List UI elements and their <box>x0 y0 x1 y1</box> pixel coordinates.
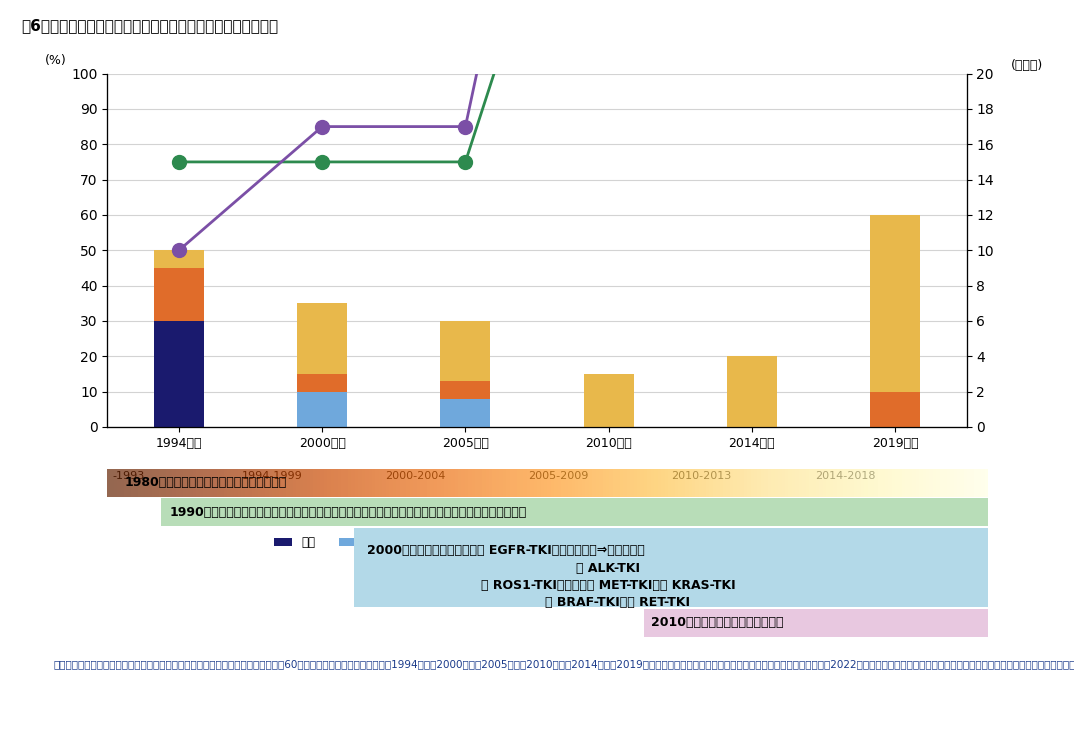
Text: 2000-2004: 2000-2004 <box>386 471 446 481</box>
Bar <box>870 392 920 427</box>
Text: 2010年代半ば～　免疫ｃＰ阔害薬: 2010年代半ば～ 免疫ｃＰ阔害薬 <box>651 616 784 629</box>
Text: ＊ ROS1-TKI　　　　＊ MET-TKI　＊ KRAS-TKI: ＊ ROS1-TKI ＊ MET-TKI ＊ KRAS-TKI <box>481 578 736 592</box>
Y-axis label: (品目数): (品目数) <box>1011 60 1043 72</box>
Text: -1993: -1993 <box>113 471 145 481</box>
Bar <box>583 374 634 427</box>
Text: 1980年代～　白金製剤（シスプラチン等）: 1980年代～ 白金製剤（シスプラチン等） <box>125 476 287 489</box>
Bar <box>154 321 204 427</box>
Bar <box>440 381 491 399</box>
Bar <box>297 374 347 392</box>
Text: 2010-2013: 2010-2013 <box>671 471 731 481</box>
Text: 1990年代～　植物由来化学療法薬（イリノテカン、ビノレルビン、タキサン誘導体）、ゲムシタビン: 1990年代～ 植物由来化学療法薬（イリノテカン、ビノレルビン、タキサン誘導体）… <box>170 506 526 519</box>
Bar <box>297 303 347 374</box>
Legend: 胺癌, 小細胞胺癌＋非小細胞胺癌, 小細胞胺癌, 非小細胞胺癌, 治療満足度, 薬剤貢献度: 胺癌, 小細胞胺癌＋非小細胞胺癌, 小細胞胺癌, 非小細胞胺癌, 治療満足度, … <box>270 531 804 554</box>
Text: 1994-1999: 1994-1999 <box>242 471 303 481</box>
Bar <box>440 399 491 427</box>
Y-axis label: (%): (%) <box>45 54 67 66</box>
Text: ＊ ALK-TKI: ＊ ALK-TKI <box>576 562 640 575</box>
Bar <box>727 356 777 427</box>
FancyBboxPatch shape <box>161 498 988 526</box>
Bar <box>870 215 920 392</box>
Text: 2005-2009: 2005-2009 <box>528 471 589 481</box>
Text: 図6　「胺がん」の治療満足度、薬剤貢献度と新薬承認品目数: 図6 「胺がん」の治療満足度、薬剤貢献度と新薬承認品目数 <box>21 18 278 33</box>
FancyBboxPatch shape <box>644 609 988 637</box>
Text: 出所：公益財団法人　ヒューマンサイエンス振興財団　国内基盤技術調査報告書「60疾患に関する医療ニーズ調査」（1994年度、2000年度、2005年度、2010年: 出所：公益財団法人 ヒューマンサイエンス振興財団 国内基盤技術調査報告書「60疾… <box>54 659 1074 669</box>
Text: ＊ BRAF-TKI　＊ RET-TKI: ＊ BRAF-TKI ＊ RET-TKI <box>545 596 690 609</box>
FancyBboxPatch shape <box>354 528 988 607</box>
Bar <box>154 268 204 321</box>
Bar <box>154 250 204 268</box>
Text: 2014-2018: 2014-2018 <box>815 471 875 481</box>
Bar <box>440 321 491 381</box>
Bar <box>297 392 347 427</box>
Text: 2000年代～　分子標的薬　＊ EGFR-TKI：第一世代　⇒　第三世代: 2000年代～ 分子標的薬 ＊ EGFR-TKI：第一世代 ⇒ 第三世代 <box>367 544 644 556</box>
